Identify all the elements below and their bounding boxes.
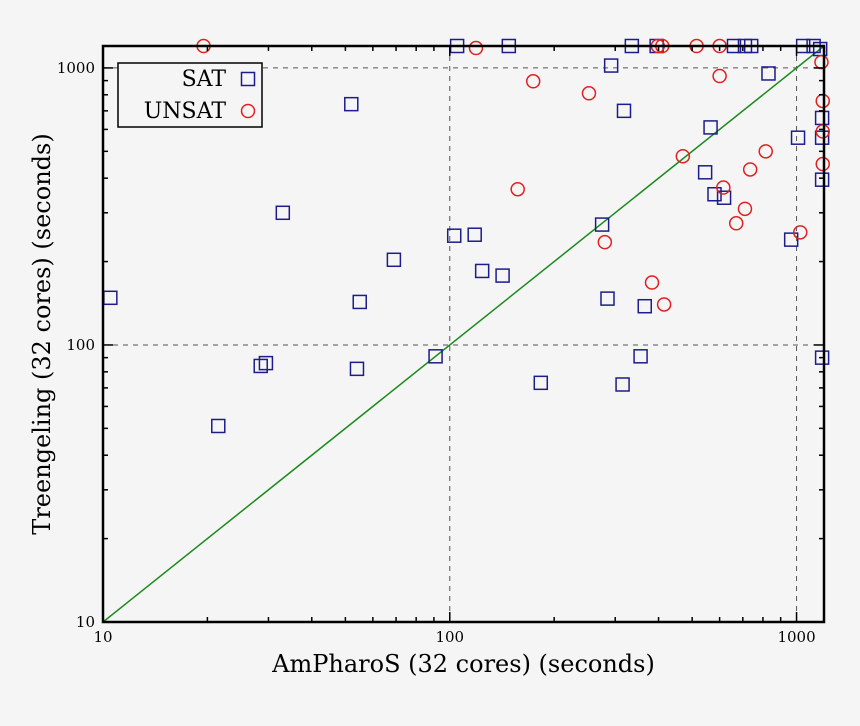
legend-marker-unsat [240, 103, 256, 119]
x-tick-label: 100 [435, 628, 464, 646]
unsat-point [716, 180, 731, 195]
sat-point [814, 350, 830, 365]
unsat-point [728, 216, 744, 231]
unsat-point [712, 68, 727, 84]
sat-point [716, 190, 732, 205]
axis-ticks: 10 100 1000 10 100 1000 [57, 46, 824, 646]
sat-point [474, 263, 490, 279]
sat-point [616, 103, 632, 119]
unsat-point [644, 275, 660, 290]
unsat-point [656, 297, 672, 312]
plot-frame [101, 44, 826, 624]
unsat-point [510, 181, 525, 197]
legend-markers [240, 71, 256, 119]
unsat-point [675, 148, 691, 164]
x-tick-label: 1000 [777, 628, 815, 646]
y-tick-label: 1000 [57, 59, 95, 77]
sat-point [467, 227, 482, 242]
legend-marker-sat [240, 71, 256, 87]
sat-point [349, 361, 365, 377]
sat-point [495, 268, 510, 283]
sat-point [697, 165, 713, 180]
legend: SAT UNSAT [117, 62, 263, 128]
legend-box [117, 62, 263, 128]
sat-point [258, 355, 274, 371]
sat-point [814, 172, 830, 187]
unsat-point [814, 54, 829, 70]
unsat-point [815, 93, 830, 109]
sat-point [103, 290, 118, 306]
sat-point [533, 375, 549, 391]
unsat-point [525, 74, 541, 89]
sat-point [814, 130, 830, 145]
unsat-point [468, 40, 484, 56]
unsat-point [737, 201, 753, 217]
sat-point [783, 232, 799, 247]
unsat-point [581, 86, 597, 101]
sat-point [253, 358, 268, 374]
sat-point [814, 110, 830, 126]
legend-label-unsat: UNSAT [144, 99, 227, 124]
sat-point [707, 186, 722, 202]
legend-label-sat: SAT [182, 67, 227, 92]
sat-point [600, 291, 615, 306]
sat-point [633, 349, 648, 364]
sat-point [603, 58, 619, 73]
sat-point [761, 66, 776, 81]
unsat-point [597, 234, 613, 250]
sat-point [275, 205, 291, 221]
x-tick-label: 10 [93, 628, 112, 646]
x-axis-label: AmPharoS (32 cores) (seconds) [271, 650, 655, 678]
sat-point [386, 252, 402, 268]
y-tick-label: 100 [66, 336, 95, 354]
sat-point [790, 130, 806, 145]
y-tick-label: 10 [76, 613, 95, 631]
unsat-point [742, 162, 758, 177]
sat-point [211, 418, 226, 434]
diagonal-line [102, 45, 825, 623]
sat-point [615, 377, 630, 392]
sat-point [446, 228, 462, 243]
unsat-point [793, 225, 808, 240]
unsat-point [815, 156, 830, 172]
sat-point [594, 217, 610, 232]
y-axis-label: Treengeling (32 cores) (seconds) [28, 133, 56, 534]
sat-point [703, 120, 718, 135]
sat-point [352, 294, 367, 310]
unsat-point [815, 124, 830, 139]
sat-point [344, 96, 359, 112]
unsat-point [758, 144, 773, 159]
sat-point [637, 298, 653, 314]
sat-point [428, 349, 443, 364]
